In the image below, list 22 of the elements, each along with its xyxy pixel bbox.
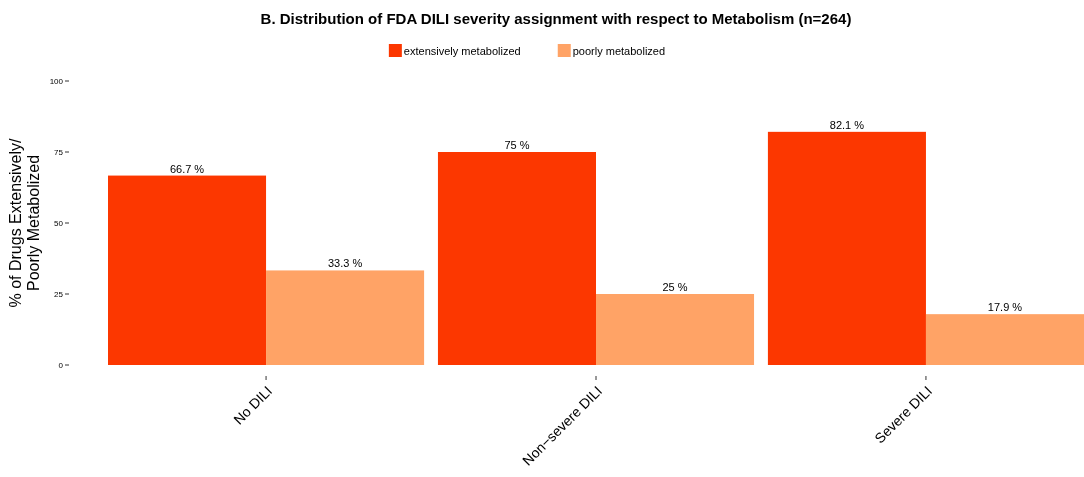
- y-tick-label: 0: [58, 360, 64, 370]
- data-label: 82.1 %: [829, 118, 865, 131]
- chart-title: B. Distribution of FDA DILI severity assignment with respect to Metabolism (n=264): [260, 10, 852, 27]
- data-label: 75 %: [504, 139, 530, 151]
- data-label: 33.3 %: [327, 257, 363, 270]
- y-tick-label: 100: [49, 76, 64, 86]
- bar: [925, 314, 1084, 365]
- y-tick-label: 75: [54, 147, 64, 157]
- data-label: 66.7 %: [169, 162, 205, 175]
- bar: [108, 175, 267, 365]
- bar: [266, 270, 425, 365]
- data-label: 17.9 %: [987, 301, 1023, 314]
- bar: [767, 131, 926, 365]
- legend-label: poorly metabolized: [572, 45, 666, 57]
- y-tick-label: 50: [54, 218, 64, 228]
- bar: [596, 294, 755, 365]
- x-tick-label: No DILI: [230, 382, 276, 428]
- bar: [437, 152, 596, 365]
- legend-label: extensively metabolized: [403, 45, 521, 57]
- y-axis-title: % of Drugs Extensively/ Poorly Metabolized: [7, 137, 42, 308]
- data-label: 25 %: [662, 281, 688, 293]
- y-tick-label: 25: [54, 289, 64, 299]
